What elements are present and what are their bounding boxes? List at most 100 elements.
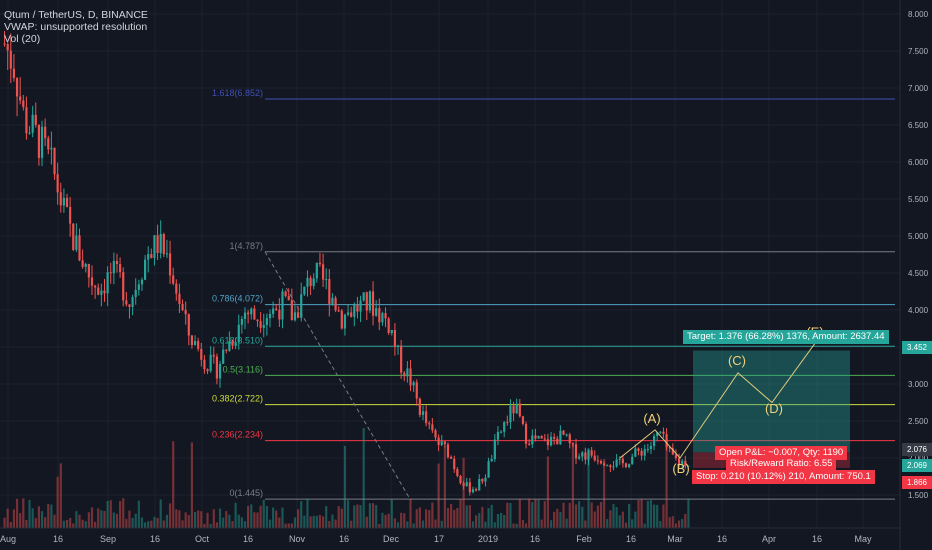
fib-level-label: 0.786(4.072) xyxy=(212,294,263,304)
candle-body xyxy=(231,341,234,346)
candle-body xyxy=(662,431,665,434)
x-tick-label: Sep xyxy=(100,534,116,544)
volume-bar xyxy=(509,503,512,528)
volume-bar xyxy=(409,498,412,528)
wave-path xyxy=(619,343,816,459)
volume-bar xyxy=(346,500,350,528)
candle-body xyxy=(515,403,518,414)
volume-bar xyxy=(184,512,187,528)
candle-body xyxy=(618,458,621,460)
candle-body xyxy=(12,68,16,79)
candle-body xyxy=(450,457,453,459)
symbol-title[interactable]: Qtum / TetherUS, D, BINANCE xyxy=(4,9,148,21)
volume-bar xyxy=(684,513,687,528)
candle-body xyxy=(684,460,687,467)
candle-body xyxy=(150,254,153,258)
volume-bar xyxy=(599,502,603,528)
chart-legend: Qtum / TetherUS, D, BINANCE VWAP: unsupp… xyxy=(4,9,148,45)
candle-body xyxy=(312,278,315,287)
volume-bar xyxy=(231,521,234,528)
volume-bar xyxy=(109,500,112,528)
candle-body xyxy=(531,435,534,445)
candle-body xyxy=(437,437,440,445)
volume-bar xyxy=(624,522,628,528)
candle-body xyxy=(521,416,525,424)
candle-body xyxy=(290,300,293,321)
volume-bar xyxy=(428,510,431,528)
candle-body xyxy=(637,448,640,451)
candle-body xyxy=(178,293,181,304)
volume-bar xyxy=(165,514,169,528)
fib-level-label: 0(1.445) xyxy=(229,488,263,498)
volume-bar xyxy=(94,521,97,528)
candle-body xyxy=(599,460,603,464)
candle-body xyxy=(543,438,546,440)
volume-bar xyxy=(209,523,212,528)
candle-body xyxy=(334,297,337,311)
volume-bar xyxy=(6,508,9,528)
volume-bar xyxy=(549,520,553,528)
candle-body xyxy=(81,260,84,267)
volume-bar xyxy=(140,517,144,528)
volume-bar xyxy=(12,509,16,528)
volume-bar xyxy=(606,519,609,528)
candle-body xyxy=(540,435,543,439)
candle-body xyxy=(434,430,437,438)
volume-bar xyxy=(581,506,584,528)
candle-body xyxy=(628,464,631,468)
volume-indicator-label[interactable]: Vol (20) xyxy=(4,33,41,45)
vwap-indicator-label[interactable]: VWAP: unsupported resolution xyxy=(4,21,148,33)
candle-body xyxy=(562,430,565,435)
volume-bar xyxy=(22,498,25,528)
volume-bar xyxy=(50,504,53,528)
volume-bar xyxy=(81,519,84,528)
candle-body xyxy=(262,324,265,328)
candle-body xyxy=(506,422,509,424)
position-stop-label: Stop: 0.210 (10.12%) 210, Amount: 750.1 xyxy=(692,470,875,484)
volume-bar xyxy=(281,507,284,528)
volume-bar xyxy=(103,511,106,528)
y-tick-label: 2.500 xyxy=(908,417,929,426)
candle-body xyxy=(481,479,484,482)
candle-body xyxy=(350,312,353,317)
volume-bar xyxy=(403,513,406,528)
candle-body xyxy=(250,308,253,315)
fib-level-label: 1(4.787) xyxy=(229,241,263,251)
volume-bar xyxy=(687,498,690,528)
candle-body xyxy=(603,463,606,466)
volume-bar xyxy=(537,499,540,528)
wave-label: (D) xyxy=(765,401,783,416)
candle-body xyxy=(256,319,259,322)
volume-bar xyxy=(574,504,578,528)
candle-body xyxy=(340,310,343,329)
x-tick-label: Oct xyxy=(195,534,210,544)
volume-bar xyxy=(312,515,315,528)
candle-body xyxy=(337,310,340,312)
candle-body xyxy=(556,438,559,445)
volume-bar xyxy=(499,512,503,528)
volume-bar xyxy=(343,446,347,528)
candle-body xyxy=(681,460,684,465)
fib-level-label: 0.618(3.510) xyxy=(212,335,263,345)
volume-bar xyxy=(665,440,668,528)
candle-body xyxy=(393,329,396,347)
candle-body xyxy=(237,324,240,343)
volume-bar xyxy=(384,514,387,528)
candle-body xyxy=(218,363,222,379)
volume-bar xyxy=(415,509,418,528)
volume-bar xyxy=(649,500,653,528)
candle-body xyxy=(537,435,540,439)
volume-bar xyxy=(256,512,259,528)
candle-body xyxy=(425,411,428,424)
volume-bar xyxy=(359,505,362,528)
volume-bar xyxy=(681,518,684,528)
wave-label: (C) xyxy=(728,353,746,368)
candle-body xyxy=(34,114,37,126)
volume-bar xyxy=(212,509,215,528)
candlesticks xyxy=(3,30,690,496)
candle-body xyxy=(509,405,512,423)
candle-body xyxy=(421,411,425,415)
